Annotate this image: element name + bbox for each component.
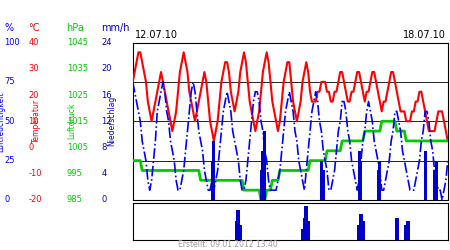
Bar (395, 218, 399, 240)
Bar (435, 161, 438, 200)
Text: mm/h: mm/h (101, 22, 130, 32)
Text: 995: 995 (67, 169, 82, 178)
Bar (378, 161, 381, 200)
Text: 1025: 1025 (67, 90, 88, 100)
Text: 24: 24 (101, 38, 112, 47)
Text: 8: 8 (101, 143, 107, 152)
Text: Temperatur: Temperatur (32, 99, 40, 143)
Text: 12: 12 (101, 117, 112, 126)
Text: Erstellt: 09.01.2012 13:40: Erstellt: 09.01.2012 13:40 (178, 240, 278, 249)
Text: 4: 4 (101, 169, 107, 178)
Text: °C: °C (28, 22, 40, 32)
Text: 25: 25 (4, 156, 15, 165)
Text: 1045: 1045 (67, 38, 88, 47)
Bar (260, 170, 262, 200)
Bar (405, 225, 408, 240)
Text: Luftdruck: Luftdruck (68, 103, 76, 140)
Text: 75: 75 (4, 78, 15, 86)
Text: 40: 40 (28, 38, 39, 47)
Bar (361, 221, 365, 240)
Text: 0: 0 (101, 196, 107, 204)
Text: 50: 50 (4, 117, 15, 126)
Bar (263, 131, 266, 200)
Text: 0: 0 (4, 196, 10, 204)
Bar (322, 170, 324, 200)
Text: 16: 16 (101, 90, 112, 100)
Bar (433, 170, 436, 200)
Text: 1005: 1005 (67, 143, 88, 152)
Bar (424, 151, 427, 200)
Bar (211, 161, 213, 200)
Text: 100: 100 (4, 38, 20, 47)
Bar (212, 141, 215, 200)
Bar (238, 225, 242, 240)
Bar (406, 221, 410, 240)
Bar (306, 221, 310, 240)
Text: 20: 20 (101, 64, 112, 73)
Text: 1015: 1015 (67, 117, 88, 126)
Bar (304, 206, 308, 240)
Bar (360, 161, 362, 200)
Bar (359, 214, 363, 240)
Text: 985: 985 (67, 196, 82, 204)
Text: %: % (4, 22, 13, 32)
Bar (302, 218, 306, 240)
Text: Niederschlag: Niederschlag (107, 96, 116, 146)
Bar (377, 170, 379, 200)
Bar (358, 151, 360, 200)
Text: 0: 0 (28, 143, 34, 152)
Bar (261, 151, 264, 200)
Text: -20: -20 (28, 196, 42, 204)
Text: 30: 30 (28, 64, 39, 73)
Bar (234, 221, 239, 240)
Text: 1035: 1035 (67, 64, 88, 73)
Text: 20: 20 (28, 90, 39, 100)
Bar (320, 161, 323, 200)
Text: hPa: hPa (67, 22, 85, 32)
Bar (301, 229, 304, 240)
Text: 12.07.10: 12.07.10 (135, 30, 178, 40)
Text: 10: 10 (28, 117, 39, 126)
Text: 18.07.10: 18.07.10 (403, 30, 446, 40)
Text: Luftfeuchtigkeit: Luftfeuchtigkeit (0, 91, 5, 152)
Text: -10: -10 (28, 169, 42, 178)
Bar (357, 225, 361, 240)
Bar (237, 210, 240, 240)
